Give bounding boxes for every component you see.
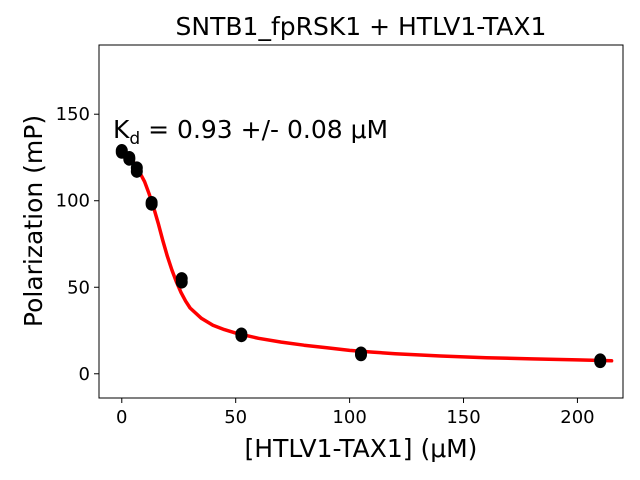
kd-annotation-subscript: d [129,129,140,149]
data-point [123,150,136,164]
x-tick-label: 100 [332,407,366,428]
x-tick-label: 200 [560,407,594,428]
plot-area [98,44,624,399]
x-tick-label: 150 [446,407,480,428]
data-point [355,346,367,360]
fit-curve-line [120,148,614,363]
kd-annotation-prefix: K [113,115,130,144]
x-axis-label: [HTLV1-TAX1] (μM) [245,434,478,463]
y-axis-ticks: 0 50 100 150 [56,104,99,385]
y-tick-label: 0 [79,364,90,385]
y-tick-label: 100 [56,191,90,212]
data-point [145,195,158,209]
data-point [594,353,607,367]
kd-annotation: Kd = 0.93 +/- 0.08 μM [113,115,388,149]
y-axis-label: Polarization (mP) [19,115,48,327]
x-tick-label: 0 [116,407,127,428]
plot-frame [98,44,624,399]
y-tick-label: 150 [56,104,90,125]
data-point [235,327,248,341]
data-point [175,272,188,286]
data-point [130,161,143,175]
x-tick-label: 50 [224,407,247,428]
kd-annotation-value: = 0.93 +/- 0.08 μM [140,115,388,144]
x-axis-ticks: 0 50 100 150 200 [116,398,595,428]
y-tick-label: 50 [67,277,90,298]
chart-title: SNTB1_fpRSK1 + HTLV1-TAX1 [176,12,547,41]
series-layer [115,144,614,369]
